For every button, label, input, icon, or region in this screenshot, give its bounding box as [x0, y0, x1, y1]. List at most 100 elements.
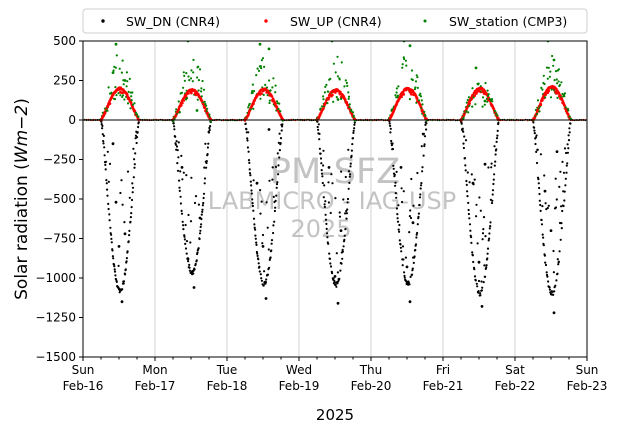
- sw-station-point: [336, 98, 340, 101]
- sw-dn-point: [132, 147, 135, 150]
- grid-lines: [154, 41, 516, 357]
- sw-station-point: [413, 88, 416, 91]
- sw-dn-point: [399, 166, 403, 169]
- sw-station-point: [117, 92, 120, 95]
- sw-dn-point: [121, 288, 124, 291]
- sw-dn-point: [184, 247, 188, 250]
- sw-dn-point: [468, 217, 471, 220]
- sw-dn-point: [264, 281, 267, 284]
- sw-up-point: [410, 93, 413, 96]
- sw-dn-point: [473, 268, 476, 271]
- sw-station-point: [347, 91, 350, 94]
- sw-dn-point: [192, 272, 195, 275]
- sw-dn-point: [333, 275, 337, 278]
- sw-dn-point: [137, 121, 140, 124]
- sw-up-point: [108, 102, 112, 105]
- sw-dn-point: [181, 220, 184, 223]
- sw-dn-point: [538, 192, 541, 196]
- sw-dn-point: [464, 164, 467, 167]
- sw-dn-point: [172, 122, 175, 125]
- sw-dn-point: [320, 169, 323, 172]
- sw-dn-point: [541, 205, 544, 208]
- sw-station-point: [134, 111, 137, 114]
- sw-dn-point: [475, 203, 478, 206]
- sw-station-point: [252, 90, 256, 93]
- sw-dn-point: [465, 183, 468, 186]
- sw-dn-point: [482, 228, 485, 231]
- sw-dn-point: [463, 135, 466, 138]
- sw-station-point: [541, 88, 544, 91]
- sw-dn-point: [479, 294, 482, 297]
- sw-station-point: [200, 87, 203, 90]
- sw-dn-point: [277, 164, 280, 167]
- sw-station-point: [558, 83, 562, 86]
- sw-dn-point: [535, 161, 539, 165]
- sw-dn-point: [113, 265, 116, 268]
- x-axis-label: 2025: [316, 406, 354, 424]
- sw-up-point: [479, 87, 482, 90]
- sw-dn-point: [399, 246, 402, 249]
- sw-dn-point: [563, 199, 566, 202]
- sw-dn-point: [130, 198, 134, 202]
- sw-station-point: [189, 77, 193, 80]
- sw-station-point: [416, 86, 419, 89]
- sw-dn-point: [554, 177, 557, 180]
- sw-dn-point: [331, 272, 334, 275]
- y-axis: 500 250 0 −250 −500 −750 −1000 −1250 −1500: [35, 34, 83, 364]
- sw-dn-point: [336, 282, 339, 285]
- sw-station-point: [415, 74, 418, 77]
- sw-station-point: [122, 83, 125, 86]
- sw-dn-point: [418, 203, 421, 207]
- sw-dn-point: [461, 127, 464, 130]
- sw-dn-point: [194, 195, 198, 198]
- sw-up-point: [547, 89, 551, 93]
- sw-dn-point: [397, 204, 400, 207]
- sw-dn-point: [124, 273, 127, 276]
- sw-dn-point: [536, 148, 539, 151]
- sw-dn-point: [347, 148, 350, 151]
- sw-dn-point: [335, 252, 338, 255]
- sw-dn-point: [261, 233, 265, 237]
- sw-station-point: [196, 76, 199, 79]
- sw-dn-point: [350, 149, 353, 152]
- sw-station-point: [322, 98, 325, 101]
- sw-dn-point: [470, 241, 473, 244]
- sw-dn-point: [533, 129, 536, 132]
- sw-station-point: [414, 86, 417, 89]
- sw-dn-point: [102, 134, 105, 137]
- sw-dn-point: [327, 181, 330, 184]
- sw-dn-point: [421, 170, 424, 173]
- sw-dn-point: [402, 190, 405, 193]
- sw-dn-point: [251, 198, 254, 201]
- sw-dn-point: [253, 223, 256, 226]
- sw-dn-point: [554, 206, 558, 209]
- sw-station-point: [471, 105, 474, 108]
- sw-dn-point: [546, 206, 549, 210]
- sw-up-point: [407, 87, 410, 90]
- sw-dn-point: [485, 266, 488, 269]
- sw-dn-point: [410, 273, 414, 276]
- sw-dn-point: [128, 234, 131, 237]
- sw-dn-point: [278, 156, 281, 159]
- sw-dn-point: [390, 139, 393, 143]
- sw-dn-point: [462, 130, 465, 133]
- sw-station-point: [467, 111, 470, 114]
- sw-station-point: [198, 68, 202, 71]
- x-tick-label: Tue: [216, 363, 238, 377]
- sw-dn-point: [464, 169, 467, 172]
- sw-dn-point: [479, 209, 482, 212]
- sw-dn-point: [567, 134, 570, 137]
- sw-dn-point: [122, 280, 126, 283]
- sw-dn-point: [183, 235, 186, 238]
- sw-dn-point: [281, 125, 284, 128]
- sw-station-point: [130, 99, 133, 102]
- sw-dn-point: [268, 258, 271, 261]
- sw-dn-point: [192, 286, 196, 289]
- sw-dn-point: [460, 122, 463, 125]
- sw-station-point: [483, 99, 487, 103]
- sw-station-point: [397, 85, 400, 88]
- sw-dn-point: [341, 248, 344, 251]
- sw-dn-point: [555, 198, 558, 201]
- sw-dn-point: [547, 280, 550, 283]
- x-tick-label: Mon: [142, 363, 167, 377]
